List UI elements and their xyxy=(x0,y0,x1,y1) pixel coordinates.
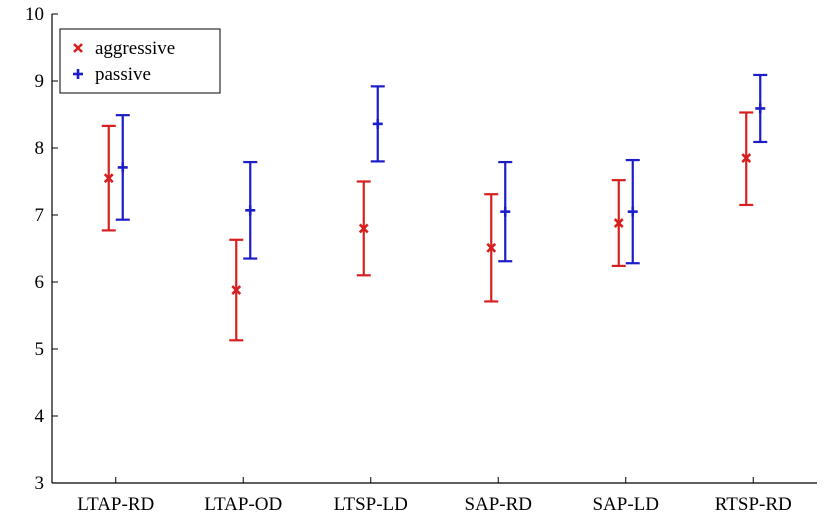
y-tick-label: 3 xyxy=(35,473,45,494)
data-point xyxy=(755,103,766,114)
series-passive xyxy=(115,73,768,265)
y-tick-label: 7 xyxy=(35,205,45,226)
data-point xyxy=(372,118,383,129)
x-axis: LTAP-RD LTAP-OD LTSP-LD SAP-RD SAP-LD RTSP-RD xyxy=(77,477,792,515)
y-tick-label: 5 xyxy=(35,339,45,360)
legend: aggressive passive xyxy=(59,28,221,94)
marker-stroke xyxy=(358,223,369,234)
x-tick-label: RTSP-RD xyxy=(715,494,792,515)
y-axis: 3 4 5 6 7 8 9 10 xyxy=(25,4,58,494)
legend-marker-aggressive xyxy=(73,43,83,53)
x-tick-label: SAP-RD xyxy=(464,494,532,515)
plot-area xyxy=(51,14,817,484)
data-point xyxy=(245,205,256,216)
data-point xyxy=(627,206,638,217)
data-point xyxy=(486,242,497,253)
data-point xyxy=(358,223,369,234)
data-point xyxy=(741,153,752,163)
marker-stroke xyxy=(741,153,752,163)
series-aggressive xyxy=(101,111,754,342)
series-layer xyxy=(101,73,768,342)
y-tick-label: 6 xyxy=(35,272,45,293)
x-tick-label: LTSP-LD xyxy=(334,494,408,515)
legend-marker-passive xyxy=(73,69,83,79)
marker-stroke xyxy=(231,285,242,295)
data-point xyxy=(500,206,511,217)
data-point xyxy=(117,162,128,173)
marker-stroke xyxy=(486,242,497,253)
y-tick-label: 9 xyxy=(35,71,45,92)
x-tick-label: LTAP-RD xyxy=(77,494,154,515)
marker-stroke xyxy=(613,218,624,228)
y-tick-label: 10 xyxy=(25,4,44,25)
marker-stroke xyxy=(73,43,83,53)
x-tick-label: SAP-LD xyxy=(592,494,659,515)
legend-label-passive: passive xyxy=(95,64,151,85)
data-point xyxy=(103,173,114,184)
data-point xyxy=(613,218,624,228)
data-point xyxy=(231,285,242,295)
legend-label-aggressive: aggressive xyxy=(95,38,175,59)
legend-box xyxy=(59,28,221,94)
y-tick-label: 8 xyxy=(35,138,45,159)
marker-stroke xyxy=(103,173,114,184)
y-tick-label: 4 xyxy=(35,406,45,427)
x-tick-label: LTAP-OD xyxy=(204,494,282,515)
